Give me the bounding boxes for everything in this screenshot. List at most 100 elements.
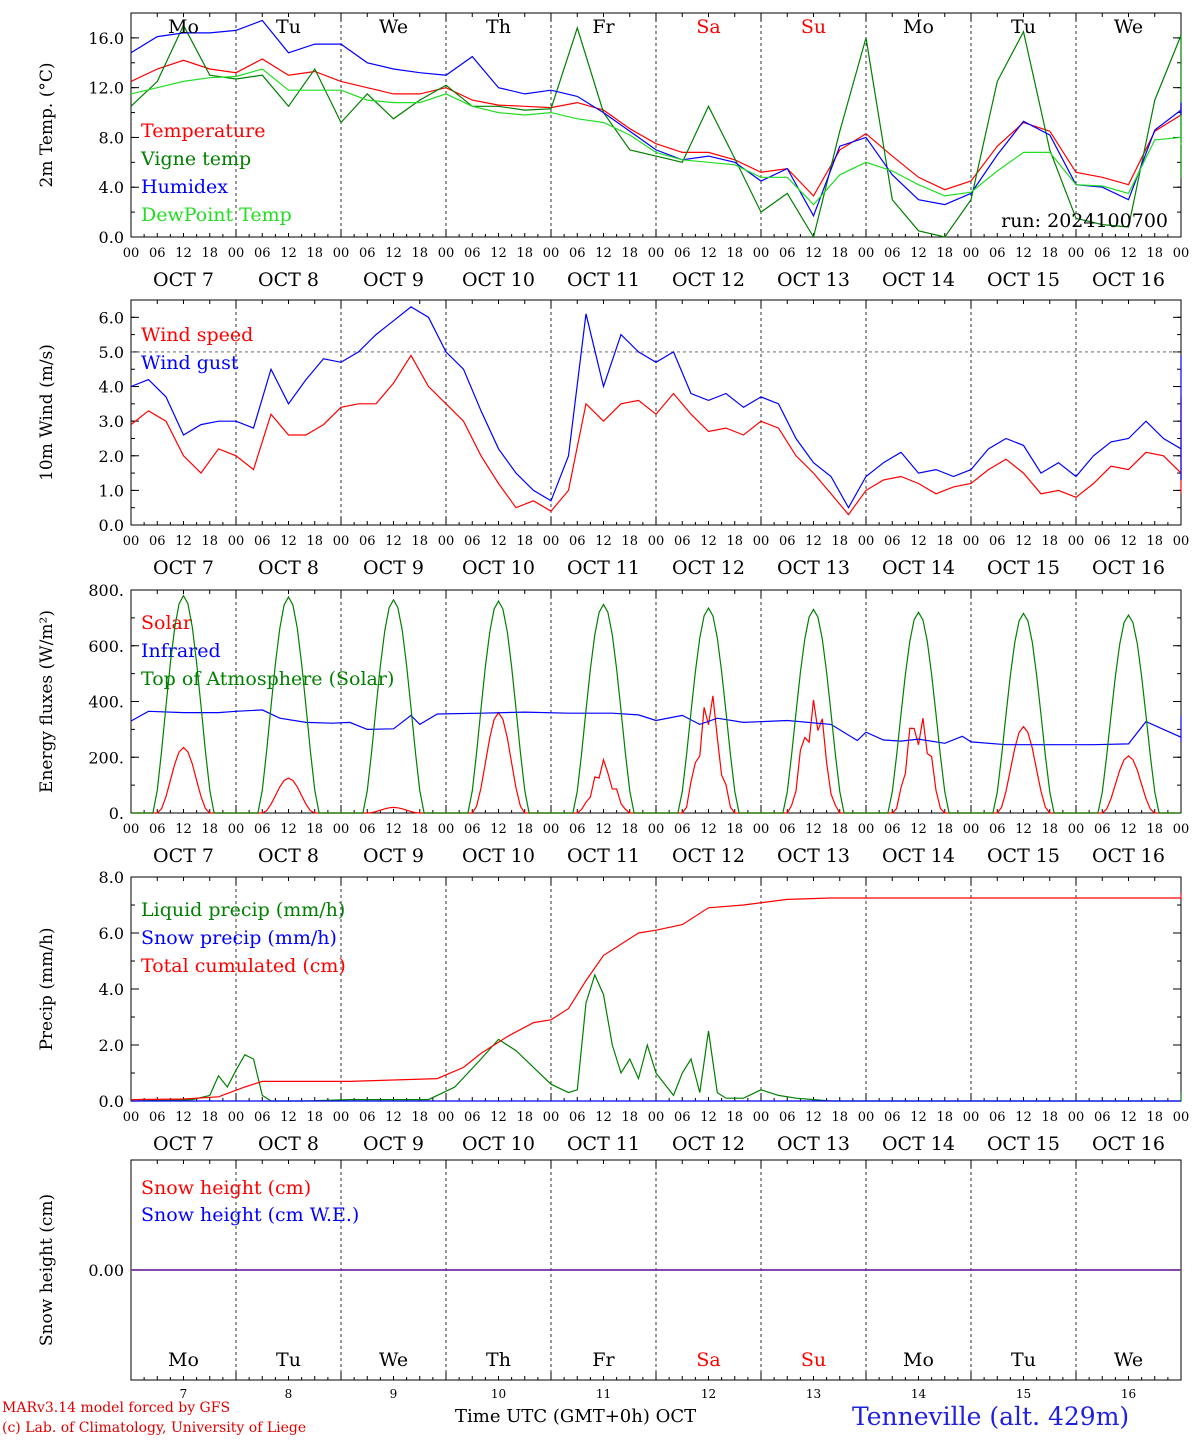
hour-tick-label: 12: [805, 246, 822, 261]
hour-tick-label: 12: [175, 534, 192, 549]
hour-tick-label: 12: [700, 246, 717, 261]
date-label: OCT 16: [1092, 1133, 1165, 1155]
hour-tick-label: 12: [280, 1110, 297, 1125]
hour-tick-label: 06: [1094, 822, 1111, 837]
hour-tick-label: 00: [1068, 246, 1085, 261]
hour-tick-label: 12: [280, 534, 297, 549]
hour-tick-label: 00: [228, 1110, 245, 1125]
hour-tick-label: 00: [228, 246, 245, 261]
legend-label: Solar: [141, 612, 193, 634]
legend-label: Snow height (cm W.E.): [141, 1204, 359, 1226]
hour-tick-label: 00: [753, 1110, 770, 1125]
hour-tick-label: 06: [779, 822, 796, 837]
hour-tick-label: 12: [700, 1110, 717, 1125]
hour-tick-label: 18: [306, 534, 323, 549]
hour-tick-label: 18: [1041, 1110, 1058, 1125]
weekday-label: Mo: [168, 16, 199, 38]
hour-tick-label: 00: [1068, 1110, 1085, 1125]
panel-2: 0.0 1.0 2.0 3.0 4.0 5.0 6.0 10m Wind (m/s) Wind …: [37, 299, 1190, 579]
hour-tick-label: 18: [726, 822, 743, 837]
model-credit: MARv3.14 model forced by GFS: [2, 1400, 231, 1416]
hour-tick-label: 18: [411, 246, 428, 261]
weekday-label: Th: [486, 16, 511, 38]
hour-tick-label: 18: [831, 534, 848, 549]
hour-tick-label: 18: [201, 534, 218, 549]
hour-tick-label: 18: [411, 822, 428, 837]
hour-tick-label: 12: [1120, 1110, 1137, 1125]
hour-tick-label: 00: [648, 534, 665, 549]
hour-tick-label: 12: [1120, 822, 1137, 837]
hour-tick-label: 18: [306, 246, 323, 261]
hour-tick-label: 18: [411, 1110, 428, 1125]
hour-tick-label: 06: [884, 246, 901, 261]
hour-tick-label: 12: [385, 246, 402, 261]
hour-tick-label: 00: [858, 1110, 875, 1125]
hour-tick-label: 12: [1015, 822, 1032, 837]
day-number: 12: [701, 1387, 716, 1401]
hour-tick-label: 18: [516, 246, 533, 261]
panel-5: 0.00 Snow height (cm) Snow height (cm) Snow…: [37, 1159, 1182, 1381]
hour-tick-label: 12: [910, 534, 927, 549]
day-number: 14: [911, 1387, 927, 1401]
date-label: OCT 13: [777, 1133, 850, 1155]
weekday-label: We: [379, 1349, 408, 1371]
hour-tick-label: 18: [831, 822, 848, 837]
day-number: 15: [1016, 1387, 1031, 1401]
hour-tick-label: 18: [831, 246, 848, 261]
hour-tick-label: 00: [753, 534, 770, 549]
hour-tick-label: 00: [858, 246, 875, 261]
hour-tick-label: 12: [910, 246, 927, 261]
date-label: OCT 14: [882, 269, 955, 291]
hour-tick-label: 00: [1173, 534, 1190, 549]
date-label: OCT 15: [987, 845, 1060, 867]
legend-label: Total cumulated (cm): [141, 955, 346, 977]
y-axis-label: 2m Temp. (°C): [37, 62, 57, 187]
hour-tick-label: 06: [989, 246, 1006, 261]
hour-tick-label: 00: [123, 1110, 140, 1125]
hour-tick-label: 00: [228, 534, 245, 549]
date-label: OCT 13: [777, 557, 850, 579]
hour-tick-label: 12: [1015, 1110, 1032, 1125]
x-axis-month: OCT: [655, 1406, 697, 1427]
weekday-label: Mo: [903, 1349, 934, 1371]
hour-tick-label: 00: [648, 822, 665, 837]
hour-tick-label: 00: [333, 1110, 350, 1125]
plot-frame: [130, 299, 1182, 526]
hour-tick-label: 18: [936, 822, 953, 837]
day-number: 10: [491, 1387, 506, 1401]
hour-tick-label: 00: [228, 822, 245, 837]
hour-tick-label: 00: [333, 822, 350, 837]
date-label: OCT 7: [153, 1133, 214, 1155]
weekday-label: Su: [801, 1349, 826, 1371]
weekday-label: Mo: [168, 1349, 199, 1371]
y-tick-label: 0.0: [99, 516, 124, 535]
y-tick-label: 0.0: [99, 228, 124, 247]
date-label: OCT 9: [363, 269, 424, 291]
weekday-label: Tu: [1011, 1349, 1036, 1371]
hour-tick-label: 00: [438, 822, 455, 837]
legend-label: Liquid precip (mm/h): [141, 899, 345, 921]
hour-tick-label: 06: [884, 822, 901, 837]
hour-tick-label: 12: [1120, 534, 1137, 549]
hour-tick-label: 06: [884, 534, 901, 549]
hour-tick-label: 00: [333, 246, 350, 261]
date-label: OCT 13: [777, 269, 850, 291]
hour-tick-label: 12: [280, 246, 297, 261]
hour-tick-label: 06: [254, 1110, 271, 1125]
hour-tick-label: 18: [1146, 246, 1163, 261]
hour-tick-label: 12: [595, 1110, 612, 1125]
day-number: 13: [806, 1387, 821, 1401]
hour-tick-label: 18: [621, 534, 638, 549]
y-tick-label: 600.: [88, 637, 124, 656]
hour-tick-label: 12: [385, 534, 402, 549]
y-tick-label: 0.0: [99, 1092, 124, 1111]
hour-tick-label: 00: [333, 534, 350, 549]
hour-tick-label: 18: [1146, 534, 1163, 549]
date-label: OCT 14: [882, 557, 955, 579]
hour-tick-label: 18: [1146, 1110, 1163, 1125]
panel-1: 0.0 4.0 8.0 12.0 16.0 2m Temp. (°C) Temperatur…: [37, 12, 1189, 291]
hour-tick-label: 12: [175, 822, 192, 837]
y-tick-label: 0.00: [88, 1261, 124, 1280]
hour-tick-label: 06: [149, 534, 166, 549]
hour-tick-label: 06: [254, 246, 271, 261]
